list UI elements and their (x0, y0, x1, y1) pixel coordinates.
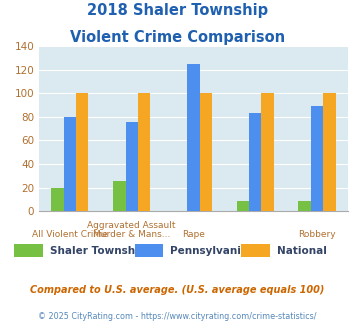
Bar (311, 106, 323, 211)
Text: Compared to U.S. average. (U.S. average equals 100): Compared to U.S. average. (U.S. average … (30, 285, 325, 295)
Bar (64, 117, 76, 211)
Bar (51, 188, 64, 211)
Text: National: National (277, 246, 327, 256)
Text: Robbery: Robbery (298, 230, 336, 239)
Text: Pennsylvania: Pennsylvania (170, 246, 248, 256)
Bar (187, 64, 200, 211)
Bar (323, 93, 335, 211)
Text: 2018 Shaler Township: 2018 Shaler Township (87, 3, 268, 18)
Bar (76, 93, 88, 211)
Bar (261, 93, 274, 211)
Text: Violent Crime Comparison: Violent Crime Comparison (70, 30, 285, 45)
Bar (113, 181, 126, 211)
Text: © 2025 CityRating.com - https://www.cityrating.com/crime-statistics/: © 2025 CityRating.com - https://www.city… (38, 312, 317, 321)
Bar (126, 122, 138, 211)
Bar (138, 93, 150, 211)
Text: Murder & Mans...: Murder & Mans... (93, 230, 170, 239)
Text: Rape: Rape (182, 230, 205, 239)
Bar (249, 114, 261, 211)
Text: All Violent Crime: All Violent Crime (32, 230, 108, 239)
Text: Aggravated Assault: Aggravated Assault (87, 221, 176, 230)
Text: Shaler Township: Shaler Township (50, 246, 146, 256)
Bar (299, 201, 311, 211)
Bar (200, 93, 212, 211)
Bar (237, 201, 249, 211)
